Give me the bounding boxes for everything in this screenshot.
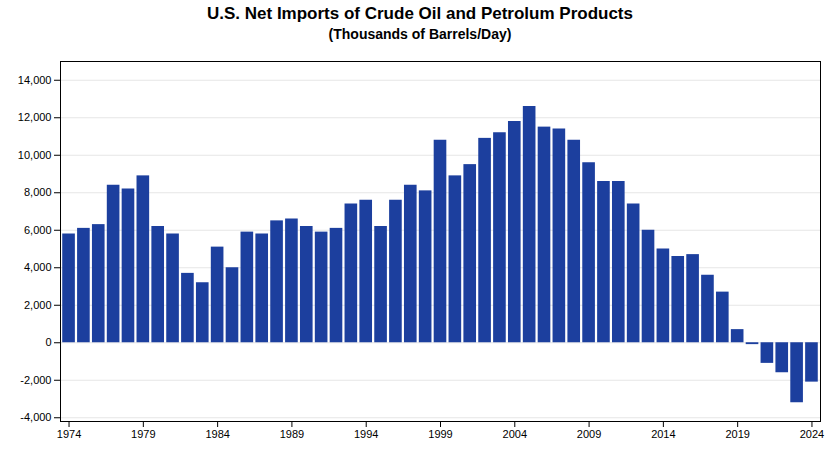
svg-text:2004: 2004 (503, 428, 527, 440)
svg-text:1974: 1974 (57, 428, 81, 440)
svg-text:2,000: 2,000 (24, 299, 52, 311)
svg-text:1999: 1999 (428, 428, 452, 440)
svg-text:14,000: 14,000 (18, 74, 52, 86)
svg-text:0: 0 (45, 336, 51, 348)
html-text:(Thousands of Barrels/Day): (Thousands of Barrels/Day) (328, 26, 512, 42)
svg-text:8,000: 8,000 (24, 186, 52, 198)
svg-text:1984: 1984 (205, 428, 229, 440)
svg-text:10,000: 10,000 (18, 149, 52, 161)
svg-text:1989: 1989 (280, 428, 304, 440)
html-text:U.S. Net Imports of Crude Oil: U.S. Net Imports of Crude Oil and Petrol… (207, 4, 633, 23)
svg-text:1979: 1979 (131, 428, 155, 440)
svg-text:-4,000: -4,000 (20, 411, 51, 423)
svg-text:-2,000: -2,000 (20, 374, 51, 386)
svg-text:2009: 2009 (577, 428, 601, 440)
svg-text:4,000: 4,000 (24, 261, 52, 273)
svg-text:2019: 2019 (725, 428, 749, 440)
svg-text:2014: 2014 (651, 428, 675, 440)
svg-text:12,000: 12,000 (18, 111, 52, 123)
svg-text:6,000: 6,000 (24, 224, 52, 236)
svg-text:1994: 1994 (354, 428, 378, 440)
svg-text:2024: 2024 (800, 428, 824, 440)
